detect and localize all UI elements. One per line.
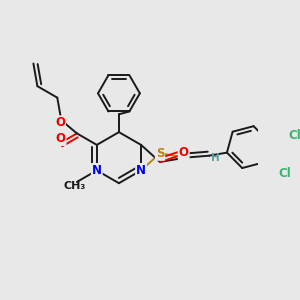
Text: O: O bbox=[55, 116, 65, 129]
Text: N: N bbox=[92, 164, 102, 177]
Text: CH₃: CH₃ bbox=[63, 181, 86, 191]
Text: H: H bbox=[211, 153, 220, 163]
Text: O: O bbox=[56, 132, 65, 145]
Text: Cl: Cl bbox=[278, 167, 291, 180]
Text: N: N bbox=[136, 164, 146, 177]
Text: O: O bbox=[179, 146, 189, 159]
Text: S: S bbox=[156, 147, 164, 160]
Text: Cl: Cl bbox=[289, 129, 300, 142]
